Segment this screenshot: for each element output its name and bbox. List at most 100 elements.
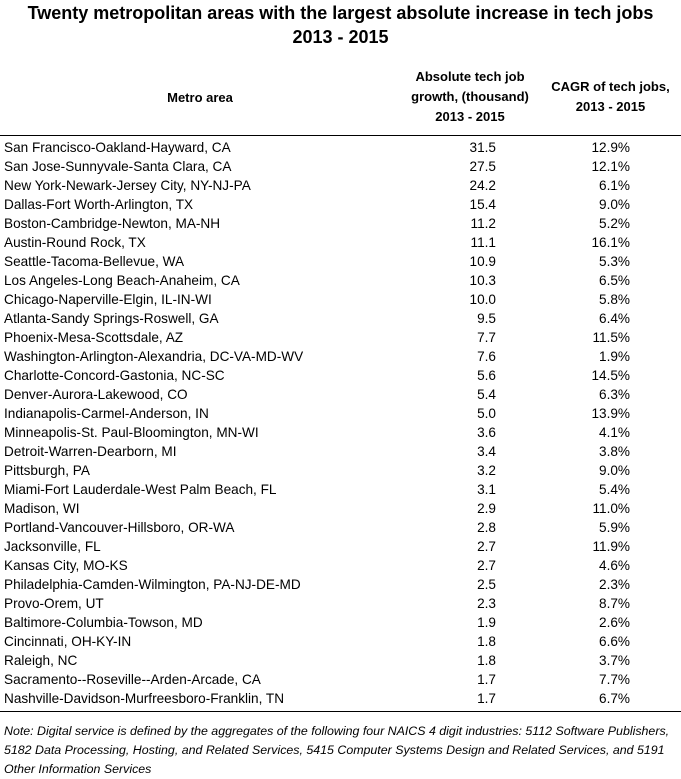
metro-cell: Baltimore-Columbia-Towson, MD (4, 615, 203, 630)
table-row: Seattle-Tacoma-Bellevue, WA 10.9 5.3% (0, 252, 681, 271)
cagr-cell: 2.3% (599, 577, 630, 592)
absolute-growth-cell: 1.8 (477, 653, 496, 668)
metro-cell: Phoenix-Mesa-Scottsdale, AZ (4, 330, 184, 345)
cagr-cell: 5.8% (599, 292, 630, 307)
cagr-cell: 8.7% (599, 596, 630, 611)
metro-cell: Madison, WI (4, 501, 80, 516)
cagr-cell: 6.6% (599, 634, 630, 649)
table-row: New York-Newark-Jersey City, NY-NJ-PA 24.… (0, 176, 681, 195)
metro-cell: Sacramento--Roseville--Arden-Arcade, CA (4, 672, 261, 687)
cagr-cell: 3.8% (599, 444, 630, 459)
absolute-growth-cell: 3.4 (477, 444, 496, 459)
table-row: Raleigh, NC 1.8 3.7% (0, 651, 681, 670)
footer-divider (0, 711, 681, 712)
table-row: Charlotte-Concord-Gastonia, NC-SC 5.6 14.5… (0, 366, 681, 385)
absolute-growth-cell: 2.8 (477, 520, 496, 535)
absolute-growth-cell: 1.8 (477, 634, 496, 649)
absolute-growth-cell: 2.3 (477, 596, 496, 611)
cagr-cell: 9.0% (599, 197, 630, 212)
absolute-growth-cell: 5.6 (477, 368, 496, 383)
table-row: Philadelphia-Camden-Wilmington, PA-NJ-DE… (0, 575, 681, 594)
absolute-growth-cell: 5.4 (477, 387, 496, 402)
table-row: Boston-Cambridge-Newton, MA-NH 11.2 5.2% (0, 214, 681, 233)
table-row: Los Angeles-Long Beach-Anaheim, CA 10.3 6.… (0, 271, 681, 290)
metro-cell: Indianapolis-Carmel-Anderson, IN (4, 406, 209, 421)
table-row: Portland-Vancouver-Hillsboro, OR-WA 2.8 5.… (0, 518, 681, 537)
cagr-cell: 4.6% (599, 558, 630, 573)
metro-cell: Detroit-Warren-Dearborn, MI (4, 444, 177, 459)
cagr-cell: 6.5% (599, 273, 630, 288)
metro-cell: New York-Newark-Jersey City, NY-NJ-PA (4, 178, 251, 193)
cagr-cell: 9.0% (599, 463, 630, 478)
table-row: Denver-Aurora-Lakewood, CO 5.4 6.3% (0, 385, 681, 404)
absolute-growth-cell: 10.9 (469, 254, 496, 269)
absolute-growth-cell: 1.7 (477, 672, 496, 687)
table-row: Washington-Arlington-Alexandria, DC-VA-M… (0, 347, 681, 366)
cagr-cell: 7.7% (599, 672, 630, 687)
cagr-cell: 5.4% (599, 482, 630, 497)
cagr-cell: 5.3% (599, 254, 630, 269)
cagr-cell: 2.6% (599, 615, 630, 630)
metro-cell: Portland-Vancouver-Hillsboro, OR-WA (4, 520, 235, 535)
metro-cell: Chicago-Naperville-Elgin, IL-IN-WI (4, 292, 212, 307)
metro-cell: Kansas City, MO-KS (4, 558, 128, 573)
metro-cell: Jacksonville, FL (4, 539, 101, 554)
metro-cell: Miami-Fort Lauderdale-West Palm Beach, F… (4, 482, 277, 497)
metro-cell: Pittsburgh, PA (4, 463, 90, 478)
metro-cell: Los Angeles-Long Beach-Anaheim, CA (4, 273, 240, 288)
table-body: San Francisco-Oakland-Hayward, CA 31.5 12.… (0, 138, 681, 708)
absolute-growth-cell: 3.6 (477, 425, 496, 440)
metro-cell: Raleigh, NC (4, 653, 78, 668)
table-row: Miami-Fort Lauderdale-West Palm Beach, F… (0, 480, 681, 499)
cagr-cell: 11.5% (592, 330, 630, 345)
absolute-growth-cell: 1.7 (477, 691, 496, 706)
cagr-cell: 6.7% (599, 691, 630, 706)
table-row: Austin-Round Rock, TX 11.1 16.1% (0, 233, 681, 252)
header-cagr: CAGR of tech jobs, 2013 - 2015 (538, 77, 681, 117)
metro-cell: Boston-Cambridge-Newton, MA-NH (4, 216, 221, 231)
table-row: Baltimore-Columbia-Towson, MD 1.9 2.6% (0, 613, 681, 632)
absolute-growth-cell: 10.0 (469, 292, 496, 307)
table-row: Madison, WI 2.9 11.0% (0, 499, 681, 518)
cagr-cell: 11.9% (592, 539, 630, 554)
absolute-growth-cell: 3.1 (477, 482, 496, 497)
table-row: Chicago-Naperville-Elgin, IL-IN-WI 10.0 5.… (0, 290, 681, 309)
header-cagr-line-1: CAGR of tech jobs, (551, 79, 670, 94)
header-absolute-growth-line-2: growth, (thousand) (411, 89, 529, 104)
table-row: Atlanta-Sandy Springs-Roswell, GA 9.5 6.4% (0, 309, 681, 328)
cagr-cell: 12.1% (591, 159, 630, 174)
absolute-growth-cell: 2.7 (477, 539, 496, 554)
metro-cell: Nashville-Davidson-Murfreesboro-Franklin… (4, 691, 285, 706)
cagr-cell: 4.1% (599, 425, 630, 440)
cagr-cell: 3.7% (599, 653, 630, 668)
cagr-cell: 16.1% (591, 235, 630, 250)
absolute-growth-cell: 2.9 (477, 501, 496, 516)
absolute-growth-cell: 27.5 (469, 159, 496, 174)
absolute-growth-cell: 11.2 (470, 216, 496, 231)
table-row: San Francisco-Oakland-Hayward, CA 31.5 12.… (0, 138, 681, 157)
absolute-growth-cell: 11.1 (470, 235, 496, 250)
table-row: San Jose-Sunnyvale-Santa Clara, CA 27.5 12… (0, 157, 681, 176)
absolute-growth-cell: 7.6 (477, 349, 496, 364)
absolute-growth-cell: 2.5 (477, 577, 496, 592)
header-absolute-growth-line-3: 2013 - 2015 (435, 109, 505, 124)
absolute-growth-cell: 2.7 (477, 558, 496, 573)
cagr-cell: 6.1% (599, 178, 630, 193)
header-metro-area: Metro area (167, 90, 233, 105)
table-row: Nashville-Davidson-Murfreesboro-Franklin… (0, 689, 681, 708)
metro-cell: Dallas-Fort Worth-Arlington, TX (4, 197, 194, 212)
header-absolute-growth-line-1: Absolute tech job (415, 69, 525, 84)
cagr-cell: 6.3% (599, 387, 630, 402)
header-absolute-growth: Absolute tech job growth, (thousand) 201… (395, 67, 545, 127)
metro-cell: Seattle-Tacoma-Bellevue, WA (4, 254, 185, 269)
metro-cell: Philadelphia-Camden-Wilmington, PA-NJ-DE… (4, 577, 301, 592)
metro-cell: Austin-Round Rock, TX (4, 235, 146, 250)
cagr-cell: 14.5% (591, 368, 630, 383)
absolute-growth-cell: 7.7 (477, 330, 496, 345)
table-row: Minneapolis-St. Paul-Bloomington, MN-WI 3… (0, 423, 681, 442)
table-row: Provo-Orem, UT 2.3 8.7% (0, 594, 681, 613)
header-divider (0, 135, 681, 136)
absolute-growth-cell: 1.9 (477, 615, 496, 630)
table-row: Cincinnati, OH-KY-IN 1.8 6.6% (0, 632, 681, 651)
metro-cell: San Francisco-Oakland-Hayward, CA (4, 140, 231, 155)
